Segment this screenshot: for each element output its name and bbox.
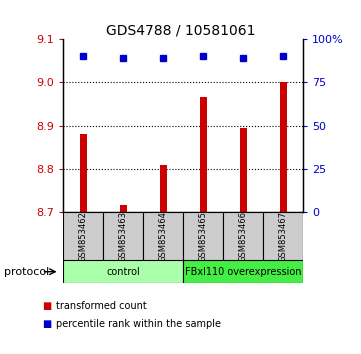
Bar (143, 212, 183, 260)
Bar (63, 212, 103, 260)
Bar (223, 212, 263, 260)
Text: percentile rank within the sample: percentile rank within the sample (56, 319, 221, 329)
Text: GSM853464: GSM853464 (159, 211, 168, 262)
Text: GDS4788 / 10581061: GDS4788 / 10581061 (106, 23, 255, 37)
Text: GSM853463: GSM853463 (119, 211, 128, 262)
Bar (63, 260, 183, 283)
Text: FBxl110 overexpression: FBxl110 overexpression (185, 267, 301, 277)
Bar (183, 212, 223, 260)
Bar (200, 97, 207, 212)
Text: protocol: protocol (4, 267, 49, 277)
Bar (263, 212, 303, 260)
Text: ■: ■ (42, 319, 52, 329)
Bar (160, 165, 167, 212)
Text: transformed count: transformed count (56, 301, 147, 311)
Text: GSM853465: GSM853465 (199, 211, 208, 262)
Text: control: control (106, 267, 140, 277)
Bar (183, 260, 303, 283)
Bar (119, 205, 127, 212)
Bar (280, 82, 287, 212)
Text: GSM853466: GSM853466 (239, 211, 248, 262)
Bar (103, 212, 143, 260)
Bar (240, 128, 247, 212)
Bar (79, 134, 87, 212)
Text: GSM853467: GSM853467 (279, 211, 288, 262)
Text: ■: ■ (42, 301, 52, 311)
Text: GSM853462: GSM853462 (79, 211, 88, 262)
